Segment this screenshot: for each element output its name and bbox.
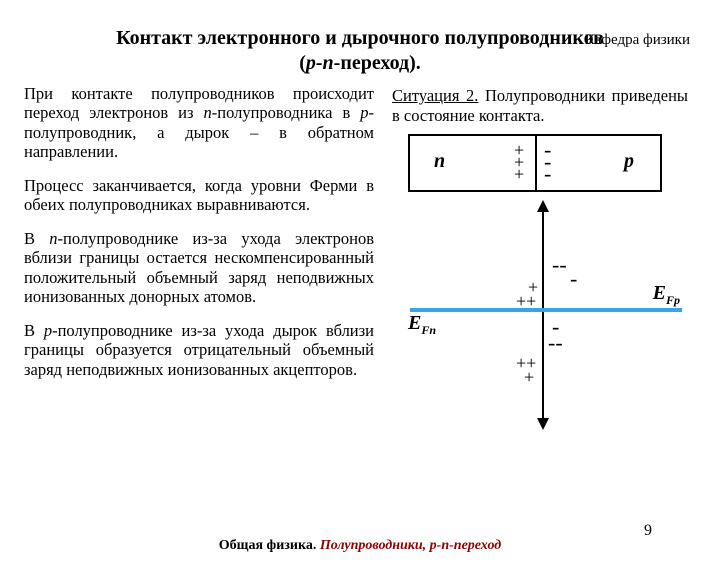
efp-label: EFp <box>653 282 680 308</box>
arrow-down-icon <box>537 418 549 430</box>
para-4: В p-полупроводнике из-за ухода дырок вбл… <box>24 321 374 379</box>
energy-diagram: EFn EFp + ++ -- - - -- ++ + <box>402 200 682 430</box>
para-1: При контакте полупроводников происходит … <box>24 84 374 162</box>
right-column: Ситуация 2. Полупроводники приведены в с… <box>392 84 696 430</box>
plus-charges: + + + <box>514 144 524 180</box>
minus-charges: - - - <box>544 144 551 180</box>
n-label: n <box>434 150 445 173</box>
para-3: В n-полупроводнике из-за ухода электроно… <box>24 229 374 307</box>
department-label: Кафедра физики <box>585 32 690 49</box>
page-number: 9 <box>644 522 652 540</box>
arrow-up-icon <box>537 200 549 212</box>
mark-minusminus: -- <box>548 338 563 348</box>
p-label: p <box>624 150 634 173</box>
junction-divider <box>535 136 537 190</box>
junction-rectangle: n p + + + - - - <box>408 134 662 192</box>
fermi-level-line <box>410 308 682 312</box>
mark-minusminus: -- <box>552 260 567 270</box>
efn-label: EFn <box>408 312 436 338</box>
mark-plusplus: ++ <box>516 296 536 306</box>
para-2: Процесс заканчивается, когда уровни Ферм… <box>24 176 374 215</box>
mark-minus: - <box>570 274 577 284</box>
vertical-axis <box>542 206 544 424</box>
footer-text: Общая физика. Полупроводники, p-n-перехо… <box>0 538 720 554</box>
mark-plus: + <box>524 372 534 382</box>
situation-text: Ситуация 2. Полупроводники приведены в с… <box>392 86 688 126</box>
title-line-2: (p-n-переход). <box>40 51 680 76</box>
left-column: При контакте полупроводников происходит … <box>24 84 374 430</box>
